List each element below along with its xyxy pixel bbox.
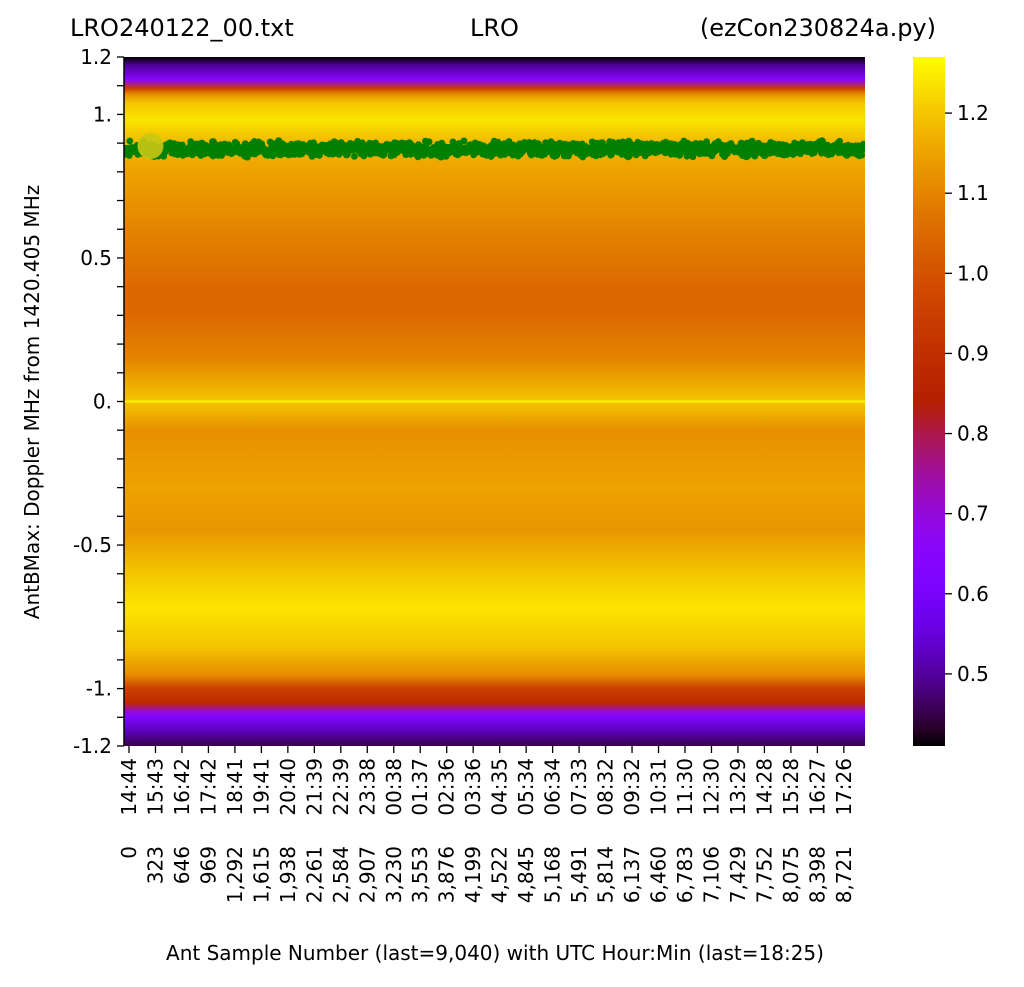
x-tick-time-label: 19:41 bbox=[249, 758, 273, 816]
y-axis: 1.2 1. 0.5 0. -0.5 -1. -1.2 bbox=[73, 45, 125, 758]
y-axis-label: AntBMax: Doppler MHz from 1420.405 MHz bbox=[20, 184, 44, 620]
x-tick-time-label: 01:37 bbox=[408, 758, 432, 816]
scatter-point bbox=[126, 137, 134, 145]
colorbar-tick-label: 0.7 bbox=[957, 502, 989, 526]
scatter-point bbox=[269, 152, 277, 160]
colorbar-tick-label: 0.6 bbox=[957, 582, 989, 606]
scatter-point bbox=[351, 153, 358, 160]
x-tick-time-label: 14:28 bbox=[752, 758, 776, 816]
scatter-point bbox=[703, 138, 710, 146]
x-tick-number-label: 8,721 bbox=[832, 846, 856, 903]
x-tick-number-label: 6,460 bbox=[647, 846, 671, 903]
scatter-point bbox=[861, 143, 865, 151]
x-tick-number-label: 0 bbox=[117, 846, 141, 859]
x-tick-number-label: 5,491 bbox=[567, 846, 591, 903]
x-tick-time-label: 14:44 bbox=[117, 758, 141, 816]
x-tick-time-label: 04:35 bbox=[488, 758, 512, 816]
x-tick-number-label: 2,907 bbox=[355, 846, 379, 903]
x-tick-time-label: 16:42 bbox=[170, 758, 194, 816]
x-tick-number-label: 5,168 bbox=[541, 846, 565, 903]
colorbar-axis: 0.5 0.6 0.7 0.8 0.9 1.0 1.1 1.2 bbox=[945, 101, 989, 686]
x-tick-time-label: 20:40 bbox=[276, 758, 300, 816]
y-tick-label: -1. bbox=[86, 677, 112, 701]
x-tick-time-label: 15:43 bbox=[143, 758, 167, 816]
scatter-point bbox=[425, 138, 433, 146]
x-tick-time-label: 13:29 bbox=[726, 758, 750, 816]
position-marker bbox=[137, 132, 164, 159]
x-tick-number-label: 1,615 bbox=[249, 846, 273, 903]
x-tick-time-label: 12:30 bbox=[699, 758, 723, 816]
x-tick-time-label: 21:39 bbox=[302, 758, 326, 816]
y-tick-label: -0.5 bbox=[73, 533, 112, 557]
x-tick-time-label: 07:33 bbox=[567, 758, 591, 816]
x-tick-number-label: 646 bbox=[170, 846, 194, 884]
x-tick-number-label: 4,199 bbox=[461, 846, 485, 903]
colorbar bbox=[913, 57, 945, 746]
title-filename: LRO240122_00.txt bbox=[70, 14, 294, 42]
x-tick-time-label: 16:27 bbox=[805, 758, 829, 816]
y-tick-label: 0.5 bbox=[80, 246, 112, 270]
x-tick-number-label: 2,584 bbox=[329, 846, 353, 903]
x-tick-time-label: 03:36 bbox=[461, 758, 485, 816]
x-tick-number-label: 5,814 bbox=[594, 846, 618, 903]
x-tick-time-label: 22:39 bbox=[329, 758, 353, 816]
x-tick-time-label: 08:32 bbox=[594, 758, 618, 816]
x-axis: 14:44 0 15:43 323 16:42 646 17:42 969 18:41 1,292… bbox=[117, 746, 856, 903]
scatter-point bbox=[858, 151, 865, 159]
x-tick-number-label: 3,876 bbox=[435, 846, 459, 903]
x-tick-number-label: 6,137 bbox=[620, 846, 644, 903]
x-tick-number-label: 3,230 bbox=[382, 846, 406, 903]
colorbar-tick-label: 1.1 bbox=[957, 181, 989, 205]
x-tick-time-label: 15:28 bbox=[779, 758, 803, 816]
x-tick-time-label: 23:38 bbox=[355, 758, 379, 816]
x-tick-number-label: 6,783 bbox=[673, 846, 697, 903]
scatter-point bbox=[460, 137, 468, 145]
y-tick-label: 0. bbox=[93, 390, 112, 414]
x-tick-number-label: 2,261 bbox=[302, 846, 326, 903]
scatter-series bbox=[124, 132, 865, 161]
x-tick-number-label: 3,553 bbox=[408, 846, 432, 903]
x-tick-time-label: 06:34 bbox=[541, 758, 565, 816]
x-tick-time-label: 17:42 bbox=[196, 758, 220, 816]
x-tick-number-label: 1,938 bbox=[276, 846, 300, 903]
x-tick-number-label: 7,106 bbox=[699, 846, 723, 903]
x-tick-number-label: 4,522 bbox=[488, 846, 512, 903]
x-tick-time-label: 05:34 bbox=[514, 758, 538, 816]
colorbar-tick-label: 0.8 bbox=[957, 422, 989, 446]
title-station: LRO bbox=[470, 14, 519, 42]
colorbar-tick-label: 1.2 bbox=[957, 101, 989, 125]
x-tick-time-label: 17:26 bbox=[832, 758, 856, 816]
x-tick-time-label: 18:41 bbox=[223, 758, 247, 816]
x-tick-number-label: 7,429 bbox=[726, 846, 750, 903]
y-tick-label: 1.2 bbox=[80, 45, 112, 69]
x-tick-number-label: 323 bbox=[143, 846, 167, 884]
x-tick-number-label: 4,845 bbox=[514, 846, 538, 903]
x-tick-number-label: 7,752 bbox=[752, 846, 776, 903]
x-tick-time-label: 10:31 bbox=[647, 758, 671, 816]
colorbar-tick-label: 0.5 bbox=[957, 662, 989, 686]
colorbar-tick-label: 0.9 bbox=[957, 341, 989, 365]
x-tick-number-label: 1,292 bbox=[223, 846, 247, 903]
y-tick-label: -1.2 bbox=[73, 734, 112, 758]
scatter-point bbox=[748, 137, 756, 145]
x-tick-time-label: 00:38 bbox=[382, 758, 406, 816]
x-tick-time-label: 02:36 bbox=[435, 758, 459, 816]
x-tick-number-label: 8,075 bbox=[779, 846, 803, 903]
x-tick-time-label: 11:30 bbox=[673, 758, 697, 816]
x-tick-number-label: 8,398 bbox=[805, 846, 829, 903]
title-script: (ezCon230824a.py) bbox=[699, 14, 936, 42]
y-tick-label: 1. bbox=[93, 102, 112, 126]
colorbar-tick-label: 1.0 bbox=[957, 261, 989, 285]
x-axis-label: Ant Sample Number (last=9,040) with UTC … bbox=[166, 941, 824, 965]
x-tick-number-label: 969 bbox=[196, 846, 220, 884]
x-tick-time-label: 09:32 bbox=[620, 758, 644, 816]
